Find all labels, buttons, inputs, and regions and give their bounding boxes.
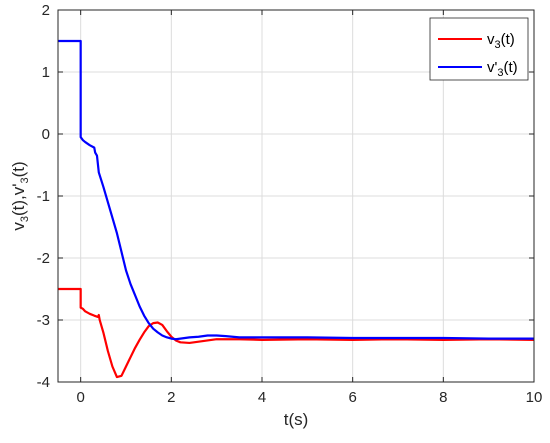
y-tick-label: -1 (37, 188, 50, 205)
legend-label-v3-prime: v'3(t) (487, 59, 518, 79)
ticks: 0 2 4 6 8 10 -4 -3 -2 -1 0 1 2 (37, 2, 543, 406)
series-line-v3 (58, 287, 535, 379)
legend-label-v3: v3(t) (487, 31, 515, 51)
series-layer (58, 39, 535, 379)
x-tick-label: 4 (258, 389, 266, 406)
legend-label-subscript: 3 (497, 67, 503, 79)
y-tick-label: 0 (42, 126, 50, 143)
legend-label-part: v' (487, 59, 498, 76)
y-tick-label: 2 (42, 2, 50, 19)
y-tick-label: 1 (42, 64, 50, 81)
y-axis-label-part: v (9, 222, 28, 231)
legend-label-subscript: 3 (495, 39, 501, 51)
y-axis-label-part: (t),v' (9, 184, 28, 217)
y-tick-label: -2 (37, 250, 50, 267)
legend-label-part: (t) (501, 31, 515, 48)
series-line-v3-prime (58, 39, 534, 341)
grid (58, 9, 535, 383)
y-axis-label-subscript: 3 (19, 177, 31, 183)
legend-box (429, 17, 529, 81)
y-axis-label-part: (t) (9, 161, 28, 177)
x-tick-label: 0 (76, 389, 84, 406)
x-tick-label: 6 (348, 389, 356, 406)
y-tick-label: -3 (37, 312, 50, 329)
y-tick-label: -4 (37, 374, 50, 391)
x-axis-label: t(s) (284, 410, 309, 429)
legend: v3(t) v'3(t) (429, 17, 529, 81)
legend-label-part: (t) (504, 59, 518, 76)
y-axis-label: v3(t),v'3(t) (9, 161, 31, 230)
x-tick-label: 2 (167, 389, 175, 406)
y-axis-label-subscript: 3 (19, 216, 31, 222)
x-tick-label: 10 (526, 389, 543, 406)
x-tick-label: 8 (439, 389, 447, 406)
legend-label-part: v (487, 31, 495, 48)
